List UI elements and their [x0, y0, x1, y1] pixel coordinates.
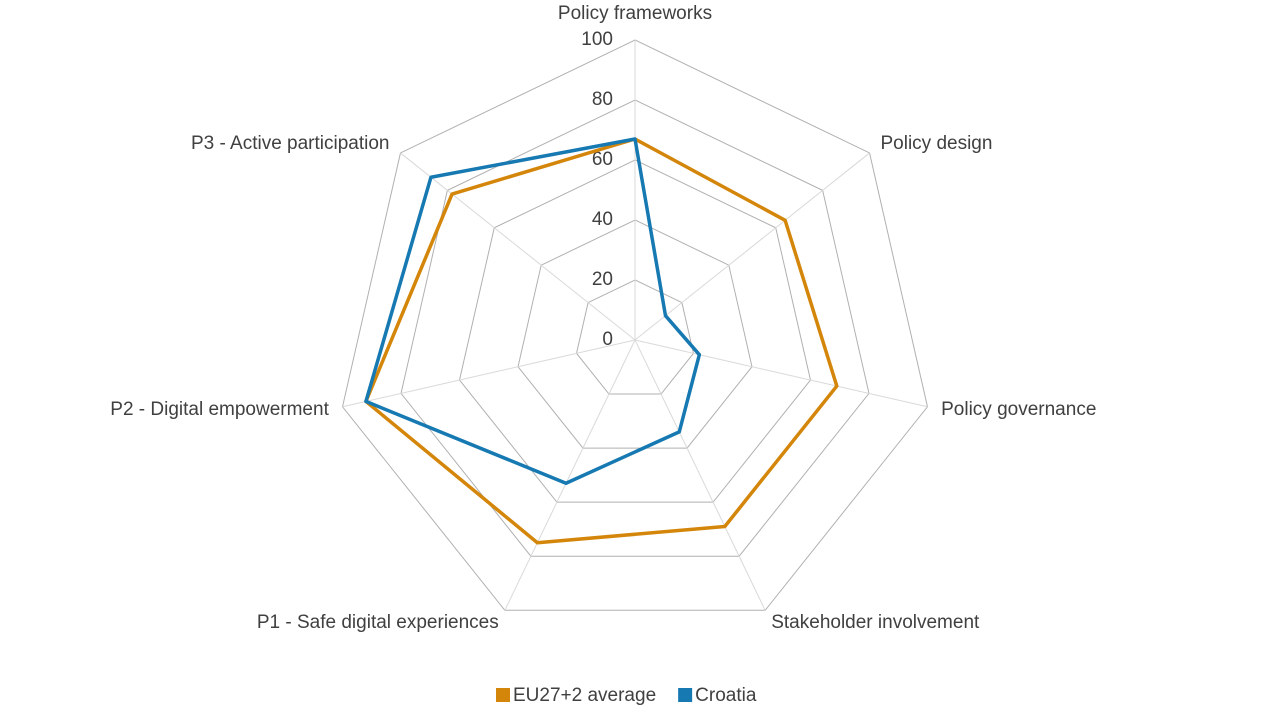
legend-label: EU27+2 average	[513, 685, 656, 706]
axis-spoke	[634, 152, 870, 341]
legend-swatch	[496, 688, 510, 702]
category-label: P3 - Active participation	[191, 133, 390, 154]
y-tick-label: 20	[592, 269, 613, 290]
y-tick-label: 40	[592, 209, 613, 230]
axis-spoke	[634, 339, 766, 611]
category-label: Policy governance	[941, 399, 1096, 420]
category-label: Policy frameworks	[558, 3, 712, 24]
category-label: P2 - Digital empowerment	[110, 399, 329, 420]
axis-spoke	[504, 339, 636, 611]
category-label: Policy design	[880, 133, 992, 154]
category-label: Stakeholder involvement	[771, 612, 980, 633]
legend-swatch	[678, 688, 693, 702]
legend-label: Croatia	[695, 685, 757, 706]
series-line	[364, 137, 839, 545]
y-tick-label: 0	[602, 329, 613, 350]
y-tick-label: 80	[592, 89, 613, 110]
y-tick-label: 60	[592, 149, 613, 170]
grid-line	[517, 219, 753, 449]
grid-line	[458, 159, 812, 503]
axis-spoke	[634, 339, 928, 408]
y-tick-label: 100	[581, 29, 613, 50]
grid-line	[575, 279, 695, 395]
grid-line	[341, 39, 929, 611]
legend: EU27+2 average Croatia	[496, 685, 757, 706]
category-label: P1 - Safe digital experiences	[257, 612, 499, 633]
axis-spoke	[400, 152, 636, 341]
axis-spoke	[342, 339, 636, 408]
series-line	[364, 137, 702, 486]
